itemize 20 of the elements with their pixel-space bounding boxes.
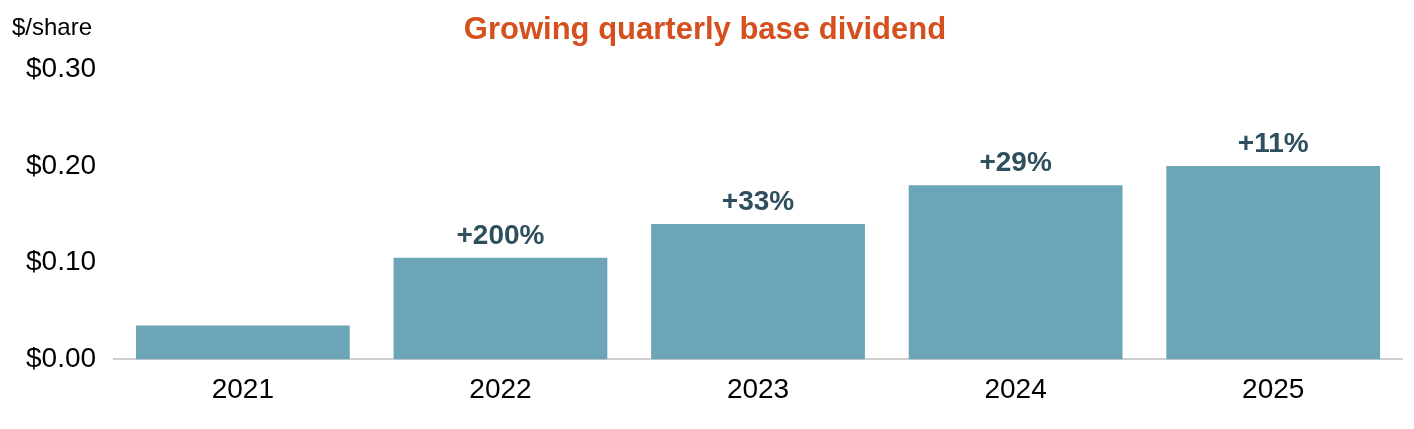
y-tick-label: $0.00: [25, 342, 97, 374]
y-tick-label: $0.10: [25, 245, 97, 277]
x-tick-label: 2022: [469, 372, 532, 404]
y-tick-label: $0.30: [25, 51, 97, 83]
x-tick-label: 2025: [1242, 372, 1305, 404]
chart-title: Growing quarterly base dividend: [463, 11, 947, 47]
bar: [908, 185, 1123, 360]
y-axis-title: $/share: [12, 12, 93, 40]
bar: [135, 325, 350, 360]
y-tick-label: $0.20: [25, 148, 97, 180]
annotation: +33%: [721, 184, 795, 216]
bar: [1166, 165, 1381, 360]
x-tick-label: 2023: [726, 372, 790, 404]
x-tick-label: 2021: [211, 372, 275, 404]
annotation: +200%: [456, 218, 545, 250]
annotation: +11%: [1237, 126, 1309, 158]
x-tick-label: 2024: [984, 372, 1047, 404]
bar: [393, 257, 608, 360]
bar: [651, 223, 865, 360]
annotation: +29%: [979, 146, 1052, 177]
